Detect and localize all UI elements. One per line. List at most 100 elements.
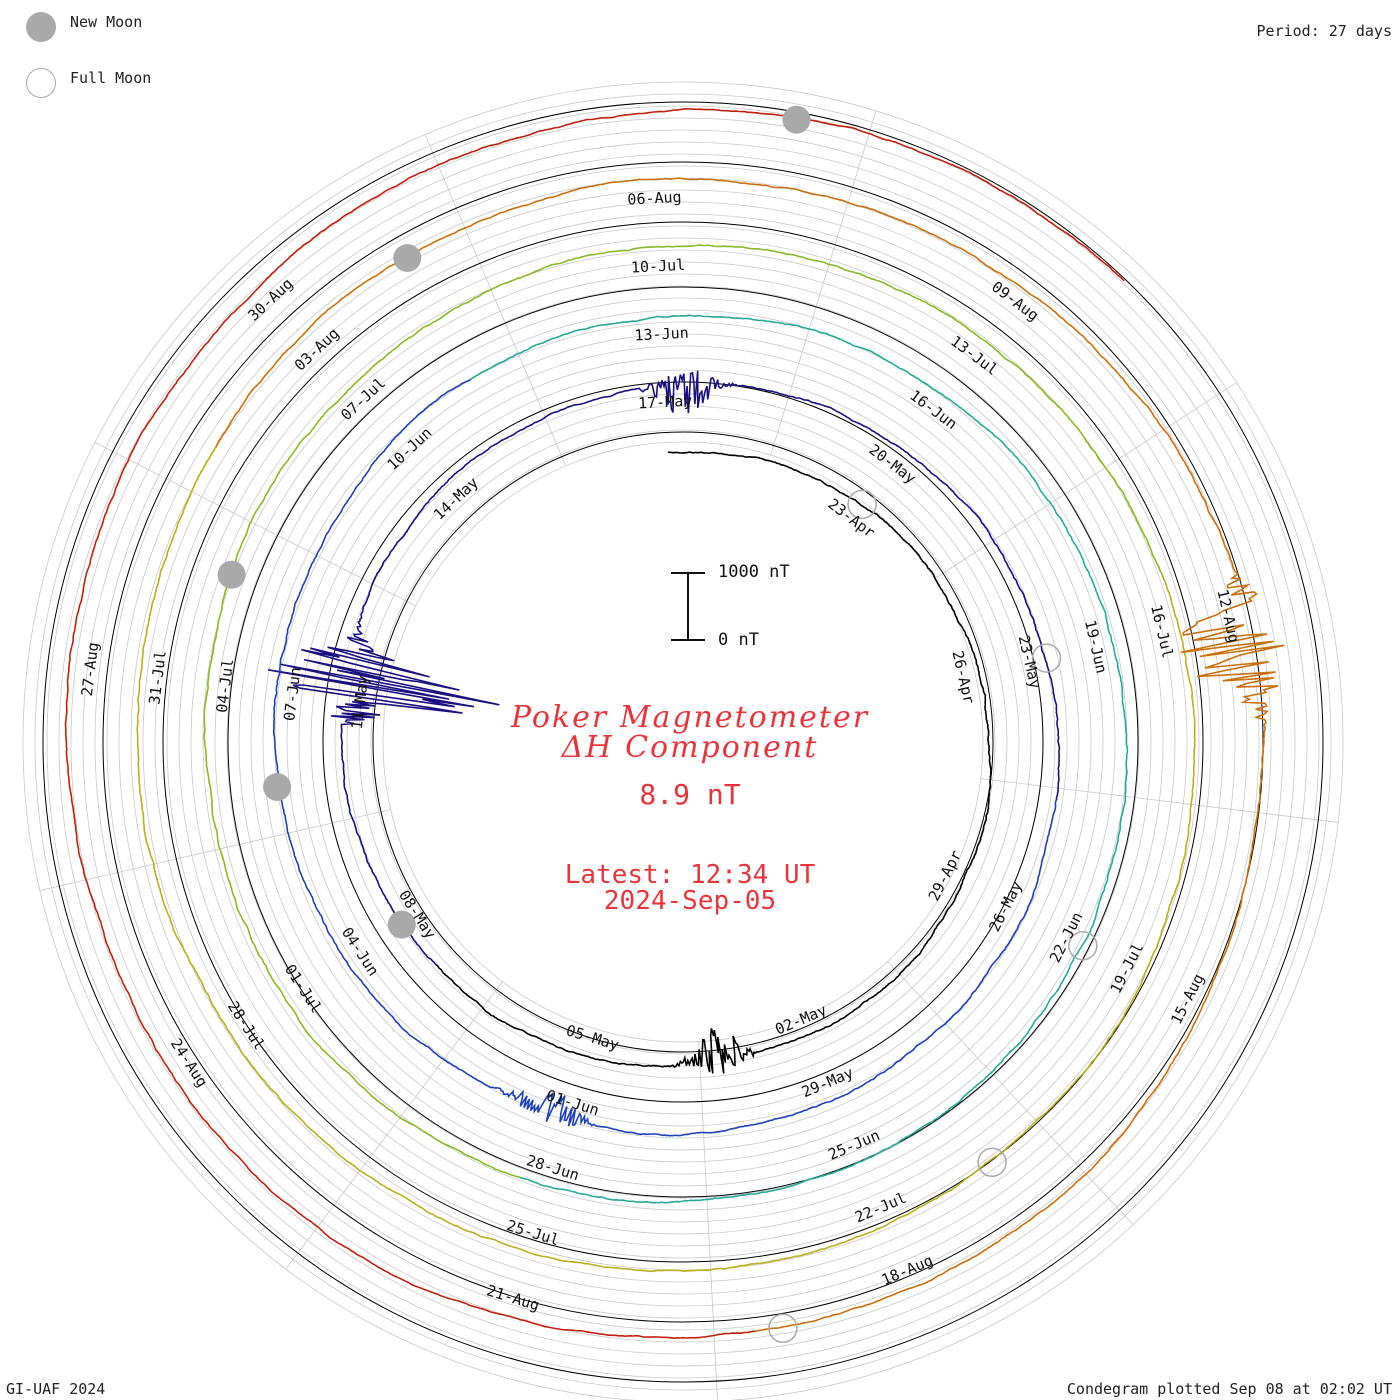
grid-ring [346,405,1020,1079]
date-label: 10-Jul [631,256,686,277]
date-label: 31-Jul [145,649,169,705]
new-moon-label: New Moon [70,13,143,31]
grid-spoke [424,134,567,467]
date-label: 29-May [799,1063,856,1101]
trace-segment [203,244,1165,1179]
current-value: 8.9 nT [639,778,741,811]
grid-ring [22,81,1344,1400]
grid-ring [358,417,1008,1067]
footer-plot-time: Condegram plotted Sep 08 at 02:02 UT [1066,1380,1392,1398]
grid-ring [250,309,1116,1175]
new-moon-marker [263,773,292,801]
grid-ring [34,93,1332,1391]
date-label: 25-Jun [826,1126,883,1164]
full-moon-marker [977,1147,1007,1178]
reference-ring [227,286,1139,1198]
date-label: 17-May [638,392,693,413]
full-moon-marker [847,489,877,520]
grid-ring [82,141,1284,1343]
trace-segment [214,177,1285,1333]
date-label: 16-Jul [1147,603,1177,660]
grid-ring [214,273,1152,1211]
grid-spoke [94,442,416,607]
reference-rings [42,101,1324,1383]
grid-ring [94,153,1272,1331]
trace-segment [435,451,992,1074]
full-moon-icon [26,68,56,98]
date-label: 03-Aug [291,324,343,374]
date-label: 01-Jul [281,961,326,1016]
grid-ring [370,429,996,1055]
grid-ring [178,237,1188,1247]
new-moon-marker [393,244,422,272]
trace-segment [469,314,1129,1204]
date-label: 06-Aug [627,188,682,209]
full-moon-label: Full Moon [70,69,152,87]
date-label: 04-Jul [213,658,237,714]
reference-ring [102,161,1264,1323]
moon-markers [217,105,1098,1344]
grid-ring [190,249,1176,1235]
date-label: 27-Aug [78,641,102,697]
date-label: 13-Jul [947,332,1001,379]
new-moon-marker [217,560,246,589]
date-label: 02-May [772,1001,829,1039]
date-label: 12-Aug [1213,588,1243,645]
full-moon-marker [1068,930,1098,961]
grid-ring [202,261,1164,1223]
grid-ring [226,285,1140,1199]
grid-ring [166,225,1200,1259]
scale-bottom-label: 0 nT [718,630,759,650]
grid-ring [106,165,1260,1319]
data-trace [64,108,1285,1340]
date-label: 25-Jul [504,1216,561,1249]
grid-ring [154,213,1212,1271]
legend-new-moon: New Moon [26,12,142,42]
date-label: 19-Jun [1081,618,1111,675]
reference-ring [162,221,1204,1263]
grid-rings [22,81,1344,1400]
date-label: 23-Apr [824,495,878,542]
reference-ring [42,101,1324,1383]
trace-segment [272,378,1058,1137]
grid-spoke [980,778,1339,823]
new-moon-icon [26,12,56,42]
date-label: 28-Jul [224,998,269,1053]
date-label: 05-May [564,1021,621,1054]
grid-ring [46,105,1320,1379]
legend-full-moon: Full Moon [26,68,151,98]
reference-ring [372,431,994,1053]
grid-ring [310,369,1056,1115]
grid-ring [382,441,984,1043]
date-label: 14-May [430,473,482,523]
date-label: 10-Jun [384,424,436,474]
date-label: 22-Jun [1046,909,1087,965]
date-label: 21-Aug [485,1281,542,1314]
scale-bar [671,572,705,641]
date-label: 18-Aug [879,1251,936,1289]
grid-spoke [887,961,1134,1225]
chart-title: Poker Magnetometer [510,700,870,735]
full-moon-marker [1031,643,1062,673]
trace-segment [267,370,1061,966]
chart-subtitle: ΔH Component [561,730,819,765]
trace-segment [64,108,1125,1340]
grid-ring [286,345,1080,1139]
date-label: 22-Jul [852,1189,909,1227]
grid-ring [262,321,1104,1163]
grid-ring [130,189,1236,1295]
trace-segment [136,446,1196,1273]
scale-top-label: 1000 nT [718,562,790,582]
latest-date: 2024-Sep-05 [603,886,777,916]
grid-ring [334,393,1032,1091]
footer-credit: GI-UAF 2024 [6,1380,106,1398]
reference-ring [322,381,1044,1103]
latest-time: Latest: 12:34 UT [564,860,816,890]
grid-ring [70,129,1296,1355]
new-moon-marker [782,105,811,134]
full-moon-marker [768,1313,798,1344]
period-label: Period: 27 days [1256,22,1392,40]
date-label: 16-Jun [906,386,960,433]
grid-ring [298,357,1068,1127]
